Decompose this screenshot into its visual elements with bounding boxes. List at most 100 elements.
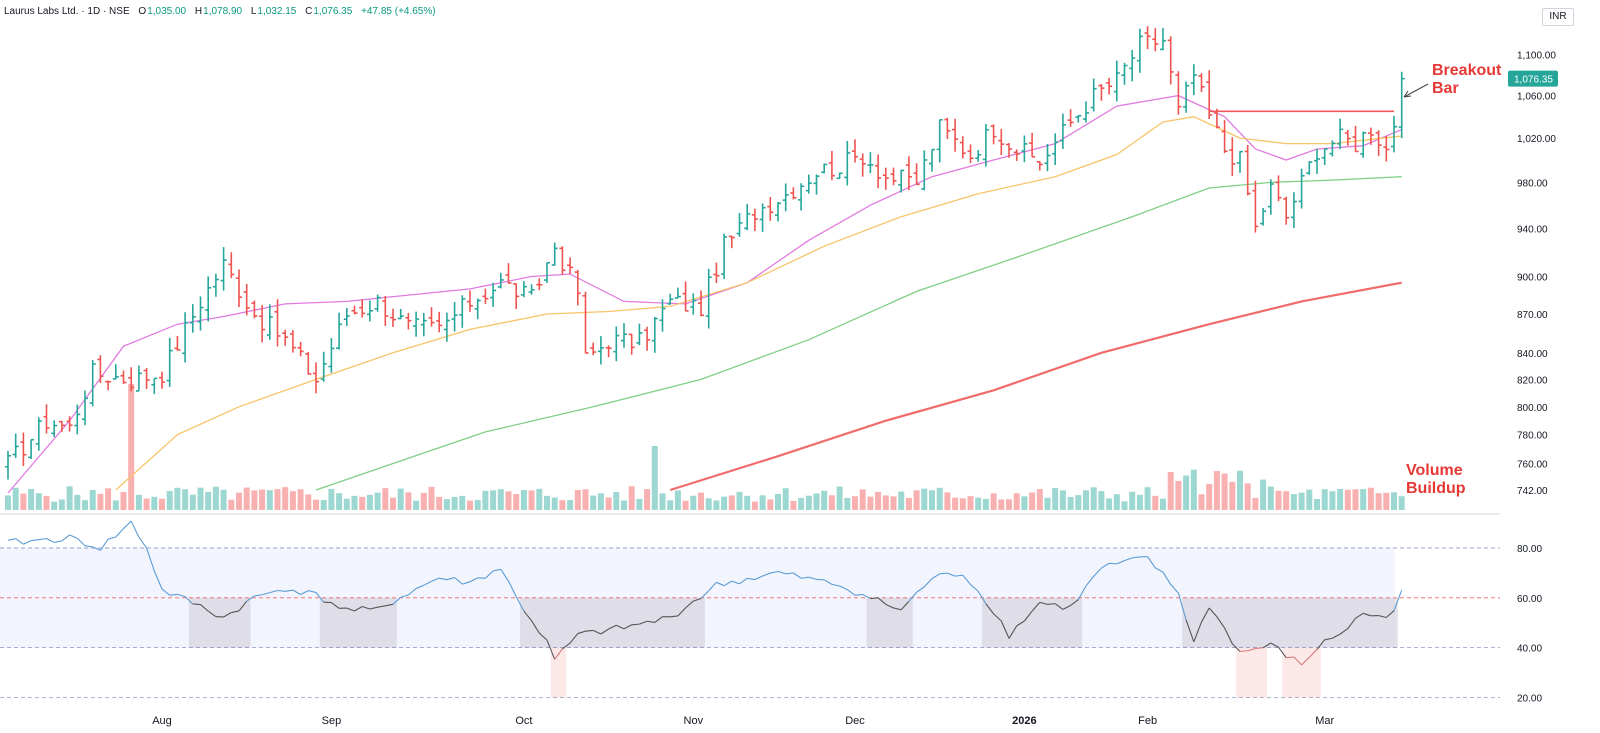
rsi-shade-low	[1313, 647, 1321, 698]
volume-bar	[682, 500, 689, 510]
rsi-segment	[670, 615, 678, 618]
price-bar	[228, 252, 235, 279]
rsi-shade	[535, 597, 544, 648]
volume-bar	[736, 491, 743, 510]
volume-bar	[659, 493, 666, 510]
rsi-segment	[839, 585, 848, 591]
volume-bar	[1106, 498, 1113, 510]
rsi-segment	[362, 606, 371, 610]
volume-bar	[1198, 494, 1205, 510]
price-bar	[713, 262, 720, 283]
rsi-segment	[331, 602, 340, 609]
price-bar	[382, 295, 389, 326]
x-tick-label: Oct	[515, 715, 532, 727]
volume-bar	[43, 495, 50, 510]
currency-button[interactable]: INR	[1542, 8, 1574, 26]
volume-bar	[313, 499, 319, 510]
price-bar	[1398, 71, 1405, 139]
breakout-line1: Breakout	[1432, 62, 1502, 79]
price-bar	[1083, 101, 1089, 123]
price-bar	[967, 144, 974, 164]
volume-bar	[513, 494, 520, 510]
price-bar	[982, 124, 989, 167]
price-bar	[282, 329, 289, 346]
price-bar	[651, 316, 658, 353]
rsi-segment	[76, 537, 86, 547]
rsi-segment	[923, 578, 933, 588]
price-bar	[1029, 132, 1036, 158]
price-bar	[5, 450, 11, 480]
price-bar	[1244, 144, 1251, 196]
rsi-segment	[639, 620, 648, 625]
rsi-shade	[1236, 597, 1244, 648]
price-bar	[151, 377, 158, 394]
volume-bar	[590, 495, 597, 510]
price-bar	[1044, 144, 1051, 172]
price-bar	[744, 203, 751, 231]
price-bar	[551, 242, 558, 266]
volume-bar	[936, 487, 943, 510]
rsi-segment	[747, 577, 755, 581]
rsi-segment	[1077, 585, 1087, 600]
rsi-segment	[23, 540, 32, 545]
volume-bar	[105, 488, 112, 510]
price-bar	[667, 293, 674, 305]
rsi-segment	[369, 606, 378, 610]
price-bar	[274, 299, 281, 347]
volume-bar	[1175, 480, 1182, 510]
volume-bar	[405, 492, 412, 510]
rsi-segment	[408, 588, 417, 596]
volume-bar	[467, 500, 473, 510]
rsi-segment	[877, 597, 887, 605]
volume-bar	[913, 490, 920, 510]
rsi-shade	[1259, 597, 1267, 648]
rsi-segment	[1224, 627, 1233, 644]
volume-bar	[1059, 490, 1066, 510]
volume-bar	[28, 488, 35, 510]
volume-bar	[228, 499, 235, 510]
price-bar	[443, 312, 450, 342]
rsi-segment	[947, 572, 956, 577]
price-bar	[682, 281, 689, 312]
rsi-shade	[358, 597, 367, 648]
rsi-segment	[192, 603, 201, 606]
price-bar	[35, 417, 42, 451]
price-bar	[313, 362, 319, 394]
price-tick-label: 940.00	[1517, 224, 1548, 235]
rsi-segment	[1363, 612, 1372, 617]
rsi-shade	[650, 597, 659, 648]
x-tick-label: Mar	[1315, 715, 1334, 727]
rsi-shade	[1367, 597, 1375, 648]
volume-bar	[1206, 483, 1213, 510]
volume-bar	[1083, 490, 1089, 510]
x-tick-label: Aug	[152, 715, 172, 727]
price-bar	[58, 420, 65, 432]
price-bar	[959, 136, 966, 159]
volume-bar	[1244, 483, 1251, 510]
volume-bar	[982, 498, 989, 510]
rsi-segment	[531, 620, 540, 634]
ema-line-4	[669, 281, 1402, 492]
price-bar	[1036, 161, 1043, 171]
price-bar	[320, 351, 327, 382]
rsi-segment	[485, 570, 494, 579]
rsi-segment	[1332, 633, 1341, 639]
rsi-segment	[439, 577, 448, 581]
rsi-segment	[1070, 599, 1079, 606]
rsi-segment	[1170, 584, 1179, 594]
rsi-shade	[566, 597, 574, 648]
volume-bar	[852, 496, 858, 510]
rsi-background	[0, 547, 1500, 698]
price-bar	[97, 355, 104, 384]
volume-bar	[744, 495, 751, 510]
rsi-segment	[400, 594, 409, 598]
rsi-segment	[870, 597, 879, 600]
rsi-shade	[681, 597, 690, 648]
volume-bar	[1098, 491, 1105, 510]
price-bar	[112, 364, 119, 380]
volume-bar	[882, 495, 889, 510]
rsi-shade	[997, 597, 1006, 648]
rsi-shade	[1359, 597, 1368, 648]
